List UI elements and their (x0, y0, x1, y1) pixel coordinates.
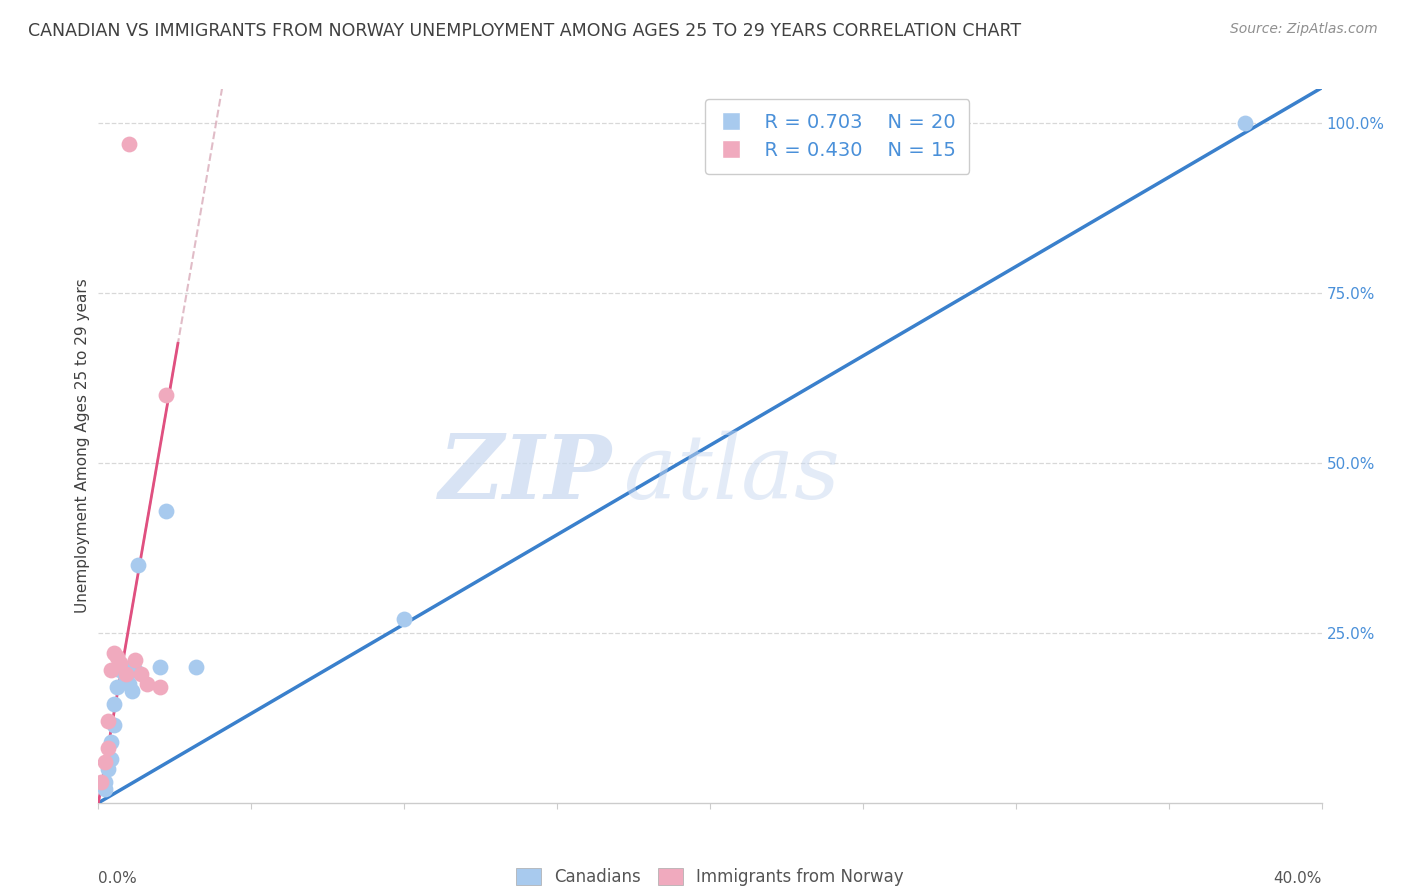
Point (118, 677, 141, 691)
Point (90, 775, 112, 789)
Text: Source: ZipAtlas.com: Source: ZipAtlas.com (1230, 22, 1378, 37)
Point (136, 677, 159, 691)
Point (100, 751, 122, 765)
Point (149, 680, 172, 694)
Legend: Canadians, Immigrants from Norway: Canadians, Immigrants from Norway (508, 860, 912, 892)
Point (97, 714, 120, 729)
Point (97, 741, 120, 756)
Text: ZIP: ZIP (439, 432, 612, 517)
Point (108, 663, 131, 677)
Y-axis label: Unemployment Among Ages 25 to 29 years: Unemployment Among Ages 25 to 29 years (75, 278, 90, 614)
Point (124, 663, 146, 677)
Text: atlas: atlas (624, 431, 841, 518)
Point (100, 663, 122, 677)
Point (155, 388, 177, 402)
Point (105, 680, 128, 694)
Text: 0.0%: 0.0% (98, 871, 138, 886)
Point (1234, 116, 1257, 130)
Point (93, 775, 115, 789)
Point (155, 503, 177, 517)
Point (115, 666, 138, 681)
Point (111, 660, 134, 674)
Point (127, 558, 149, 572)
Point (93, 782, 115, 797)
Point (93, 755, 115, 769)
Text: CANADIAN VS IMMIGRANTS FROM NORWAY UNEMPLOYMENT AMONG AGES 25 TO 29 YEARS CORREL: CANADIAN VS IMMIGRANTS FROM NORWAY UNEMP… (28, 22, 1021, 40)
Point (103, 698, 125, 712)
Text: 40.0%: 40.0% (1274, 871, 1322, 886)
Point (103, 646, 125, 660)
Point (186, 660, 208, 674)
Point (129, 666, 152, 681)
Point (115, 670, 138, 684)
Point (124, 653, 146, 667)
Point (97, 762, 120, 776)
Point (108, 657, 131, 671)
Point (121, 683, 143, 698)
Point (149, 660, 172, 674)
Point (105, 649, 128, 664)
Point (392, 612, 416, 626)
Point (118, 136, 141, 151)
Point (100, 734, 122, 748)
Point (103, 717, 125, 731)
